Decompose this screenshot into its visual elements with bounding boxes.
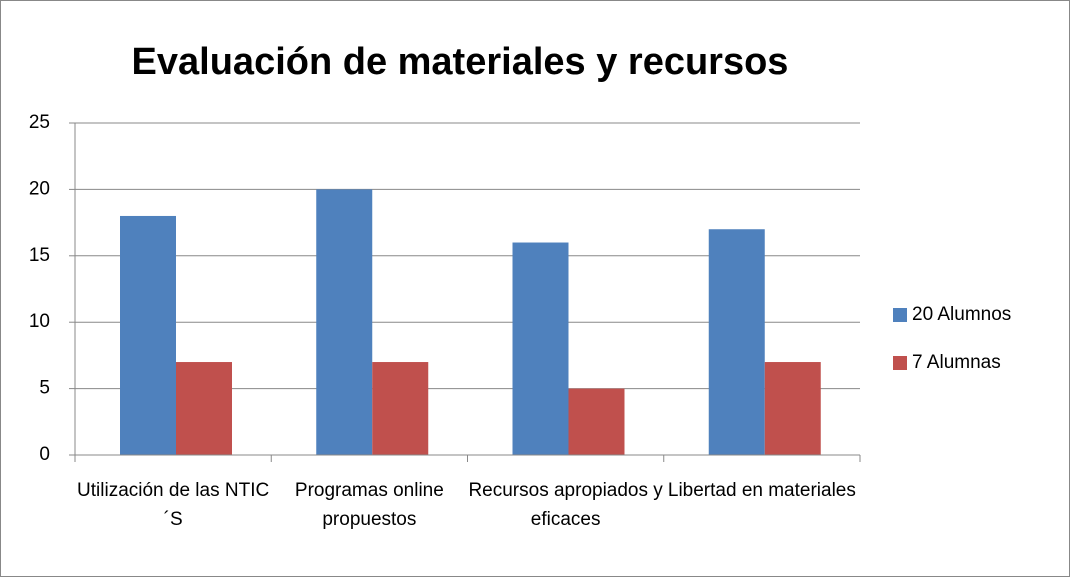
- bar: [708, 229, 765, 455]
- y-tick-label: 20: [29, 178, 50, 199]
- bar: [372, 362, 429, 455]
- y-tick-label: 15: [29, 245, 50, 266]
- x-tick-label: Recursos apropiados y eficaces: [468, 480, 663, 530]
- bar: [316, 189, 373, 455]
- legend-label: 20 Alumnos: [912, 304, 1011, 325]
- chart-title: Evaluación de materiales y recursos: [132, 41, 789, 83]
- x-tick-label: Utilización de las NTIC´S: [77, 480, 270, 530]
- y-tick-label: 25: [29, 112, 50, 133]
- legend-swatch: [893, 356, 907, 370]
- y-tick-label: 0: [39, 444, 50, 465]
- y-tick-label: 5: [39, 378, 50, 399]
- y-tick-label: 10: [29, 311, 50, 332]
- legend-label: 7 Alumnas: [912, 352, 1001, 373]
- bar: [512, 242, 569, 455]
- bar: [120, 215, 176, 455]
- legend-swatch: [893, 308, 907, 322]
- bar: [764, 362, 821, 455]
- bar: [568, 388, 625, 455]
- x-tick-label: Libertad en materiales: [667, 480, 856, 501]
- bar: [176, 362, 232, 455]
- x-tick-label: Programas online propuestos: [294, 480, 444, 530]
